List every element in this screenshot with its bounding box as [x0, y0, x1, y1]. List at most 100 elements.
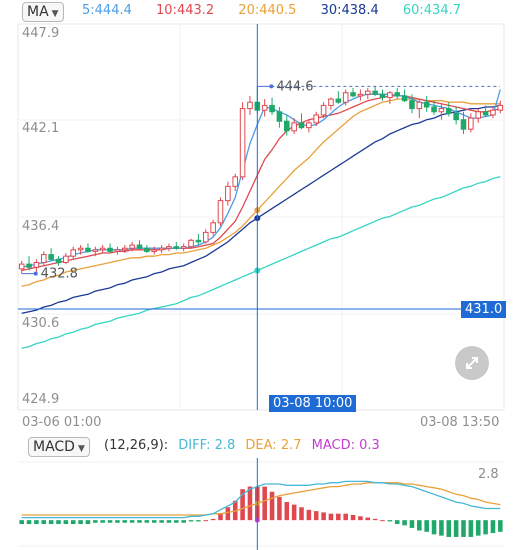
candle-down — [26, 256, 32, 271]
candle-down — [394, 87, 401, 100]
macd-bar — [321, 512, 326, 521]
candle-up — [247, 95, 253, 115]
candle-up — [490, 107, 496, 119]
candle-down — [379, 89, 386, 101]
candle-down — [144, 245, 150, 253]
candle-up — [114, 246, 121, 255]
ma5-value: 5:444.4 — [82, 3, 132, 18]
candle-up — [261, 99, 268, 117]
candle-up — [151, 246, 158, 255]
macd-bar — [122, 520, 128, 523]
candle-down — [283, 114, 290, 136]
macd-selector-label: MACD — [33, 439, 75, 455]
macd-bar — [328, 513, 334, 521]
candle-up — [18, 260, 25, 274]
y-tick-label: 424.9 — [22, 392, 60, 407]
candle-down — [482, 105, 489, 117]
dea-value: DEA: 2.7 — [245, 438, 302, 453]
macd-legend: (12,26,9): DIFF: 2.8 DEA: 2.7 MACD: 0.3 — [104, 438, 380, 453]
x-tick-label: 03-08 13:50 — [420, 415, 500, 430]
macd-bar — [151, 520, 157, 523]
y-tick-label: 430.6 — [22, 316, 60, 331]
candles — [18, 86, 504, 274]
candle-up — [291, 118, 297, 134]
candle-down — [401, 89, 408, 103]
candle-up — [202, 229, 209, 244]
macd-bar — [424, 520, 429, 532]
macd-histogram — [19, 486, 503, 537]
y-tick-label: 442.1 — [22, 121, 60, 136]
macd-bar — [402, 520, 407, 526]
macd-bar — [78, 520, 83, 525]
candle-up — [180, 243, 187, 252]
macd-bar — [56, 520, 61, 525]
macd-bar — [144, 520, 150, 523]
candle-up — [70, 246, 77, 260]
macd-bar — [196, 520, 201, 522]
macd-params: (12,26,9): — [104, 438, 169, 453]
ma-selector-label: MA — [27, 4, 49, 20]
macd-bar — [417, 520, 422, 531]
ma-legend: 5:444.4 10:443.2 20:440.5 30:438.4 60:43… — [82, 3, 461, 18]
macd-bar — [387, 520, 393, 522]
candle-up — [306, 119, 312, 133]
macd-bar — [299, 507, 304, 521]
ma10-line — [21, 95, 501, 272]
candle-up — [475, 108, 482, 123]
macd-bar — [468, 520, 474, 537]
candle-up — [40, 251, 47, 266]
candle-down — [423, 95, 430, 112]
macd-bar — [380, 520, 385, 522]
macd-bar — [137, 520, 142, 523]
chevron-down-icon: ▼ — [51, 9, 59, 19]
macd-bar — [336, 513, 341, 521]
ma60-line — [21, 176, 501, 349]
macd-bar — [26, 520, 32, 525]
candle-down — [276, 107, 283, 128]
price-chart[interactable]: 444.6 432.8 — [0, 0, 522, 430]
crosshair-price-tag: 431.0 — [461, 301, 507, 318]
chevron-down-icon: ▼ — [77, 444, 85, 454]
ma-selector[interactable]: MA ▼ — [22, 2, 64, 22]
macd-bar — [34, 520, 39, 525]
candle-up — [33, 259, 40, 273]
y-tick-label: 447.9 — [22, 26, 60, 41]
macd-bar — [225, 507, 231, 521]
candle-down — [372, 86, 378, 96]
candle-down — [431, 100, 437, 115]
candle-down — [335, 91, 342, 104]
candle-down — [445, 102, 452, 117]
candle-up — [416, 99, 423, 119]
macd-bar — [166, 520, 172, 523]
candle-up — [225, 181, 231, 206]
macd-bar — [483, 520, 488, 535]
ma60-value: 60:434.7 — [402, 3, 461, 18]
high-marker-label: 444.6 — [276, 79, 313, 94]
macd-bar — [181, 520, 186, 523]
macd-bar — [461, 520, 466, 537]
macd-bar — [210, 518, 216, 521]
macd-axis-value: 2.8 — [478, 467, 499, 482]
candle-down — [298, 113, 305, 130]
macd-bar — [63, 520, 69, 525]
ma20-value: 20:440.5 — [238, 3, 297, 18]
macd-selector[interactable]: MACD ▼ — [28, 437, 90, 457]
candle-down — [136, 240, 143, 250]
ma30-line — [21, 104, 501, 314]
candle-up — [497, 100, 504, 114]
candle-up — [438, 103, 445, 120]
candle-up — [129, 241, 135, 252]
candle-up — [342, 89, 349, 106]
expand-button[interactable] — [455, 346, 489, 380]
low-marker-label: 432.8 — [41, 267, 78, 282]
crosshair-time-tag: 03-08 10:00 — [269, 395, 357, 412]
candle-up — [121, 245, 128, 253]
candle-down — [48, 248, 54, 261]
diff-line — [21, 480, 501, 519]
macd-bar — [350, 514, 356, 521]
macd-bar — [446, 520, 452, 537]
low-marker-dot — [33, 271, 38, 276]
crosshair — [18, 24, 504, 410]
ma30-value: 30:438.4 — [320, 3, 379, 18]
